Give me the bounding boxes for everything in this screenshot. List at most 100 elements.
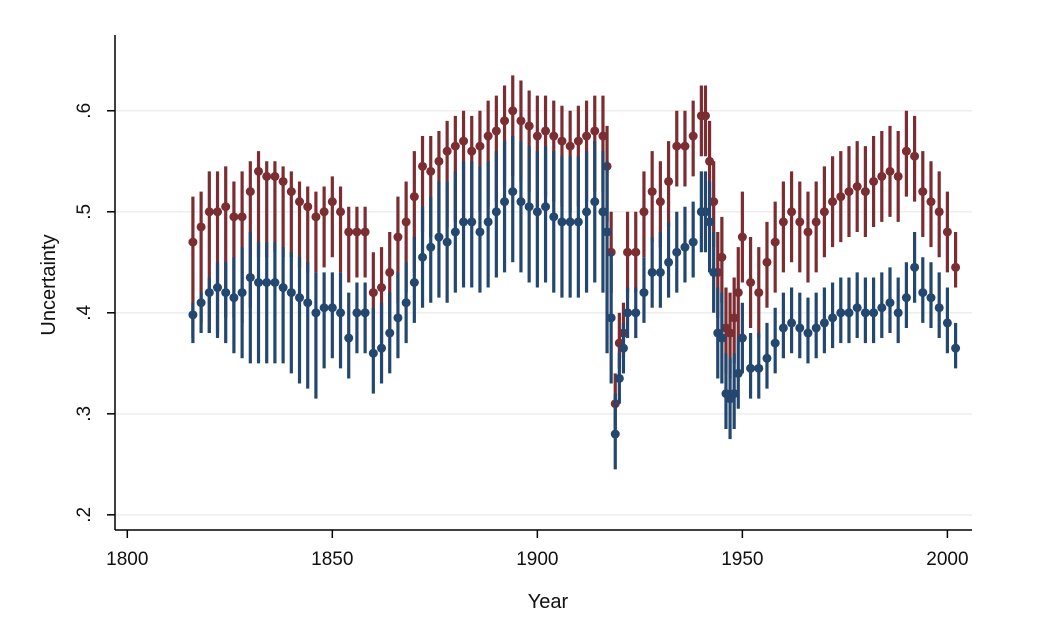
data-point (491, 207, 501, 217)
data-point (709, 267, 719, 277)
data-point (295, 197, 305, 207)
data-point (598, 207, 608, 217)
data-point (262, 278, 272, 287)
data-point (221, 288, 231, 298)
data-point (680, 141, 690, 151)
data-point (762, 353, 772, 363)
data-point (336, 308, 346, 318)
data-point (590, 197, 600, 207)
x-tick-label: 1950 (721, 549, 763, 570)
data-point (860, 308, 870, 318)
data-point (311, 308, 321, 318)
data-point (401, 298, 411, 308)
data-point (229, 293, 239, 303)
data-point (491, 126, 501, 136)
data-point (869, 176, 879, 186)
data-point (926, 293, 936, 303)
data-point (393, 232, 403, 242)
data-point (409, 278, 419, 287)
data-point (532, 131, 542, 141)
data-point (918, 288, 928, 298)
data-point (631, 247, 641, 257)
data-point (573, 136, 583, 146)
data-point (286, 288, 296, 298)
data-point (606, 313, 616, 323)
data-point (754, 363, 764, 373)
data-point (778, 217, 788, 227)
data-point (237, 212, 247, 222)
data-point (639, 207, 649, 217)
data-point (803, 328, 813, 338)
data-point (204, 207, 214, 217)
axes (114, 35, 972, 531)
data-point (614, 373, 624, 383)
x-tick-label: 1850 (311, 549, 353, 570)
data-point (196, 298, 206, 308)
data-point (450, 227, 460, 237)
series-2 (188, 136, 961, 470)
data-point (942, 227, 952, 237)
y-tick-label: .5 (74, 204, 95, 220)
data-point (733, 368, 743, 378)
data-point (664, 257, 674, 267)
data-point (344, 227, 354, 237)
data-point (377, 343, 387, 353)
data-point (573, 217, 583, 227)
data-point (221, 202, 231, 212)
data-point (618, 343, 628, 353)
data-point (483, 131, 493, 141)
data-point (541, 126, 551, 136)
data-point (409, 192, 419, 202)
data-point (426, 242, 436, 252)
data-point (893, 308, 903, 318)
data-point (188, 237, 198, 247)
data-point (426, 166, 436, 176)
data-point (844, 187, 854, 197)
data-point (623, 308, 633, 318)
data-point (303, 202, 313, 212)
data-point (910, 151, 920, 161)
data-point (442, 146, 452, 156)
data-point (803, 227, 813, 237)
data-point (647, 187, 657, 197)
data-point (319, 207, 329, 217)
data-point (725, 328, 735, 338)
data-point (270, 278, 280, 287)
data-point (229, 212, 239, 222)
data-point (434, 232, 444, 242)
data-point (901, 293, 911, 303)
data-point (368, 348, 378, 358)
data-point (475, 141, 485, 151)
data-point (524, 121, 534, 131)
x-axis-title: Year (528, 591, 569, 613)
data-point (336, 207, 346, 217)
data-point (770, 237, 780, 247)
data-point (885, 298, 895, 308)
data-point (934, 207, 944, 217)
data-point (418, 252, 428, 262)
data-point (951, 262, 961, 272)
data-point (860, 187, 870, 197)
data-point (213, 283, 223, 293)
data-point (590, 126, 600, 136)
data-point (237, 288, 247, 298)
data-point (877, 171, 887, 181)
data-point (278, 176, 288, 186)
data-point (700, 207, 710, 217)
data-point (360, 227, 370, 237)
data-point (688, 237, 698, 247)
data-point (516, 197, 526, 207)
data-point (647, 267, 657, 277)
data-point (565, 217, 575, 227)
data-point (602, 227, 612, 237)
data-point (664, 176, 674, 186)
data-point (295, 293, 305, 303)
data-point (385, 328, 395, 338)
data-point (245, 272, 255, 282)
data-point (385, 267, 395, 277)
data-point (729, 313, 739, 323)
data-point (828, 313, 838, 323)
data-point (778, 323, 788, 333)
data-point (639, 288, 649, 298)
data-point (352, 227, 362, 237)
